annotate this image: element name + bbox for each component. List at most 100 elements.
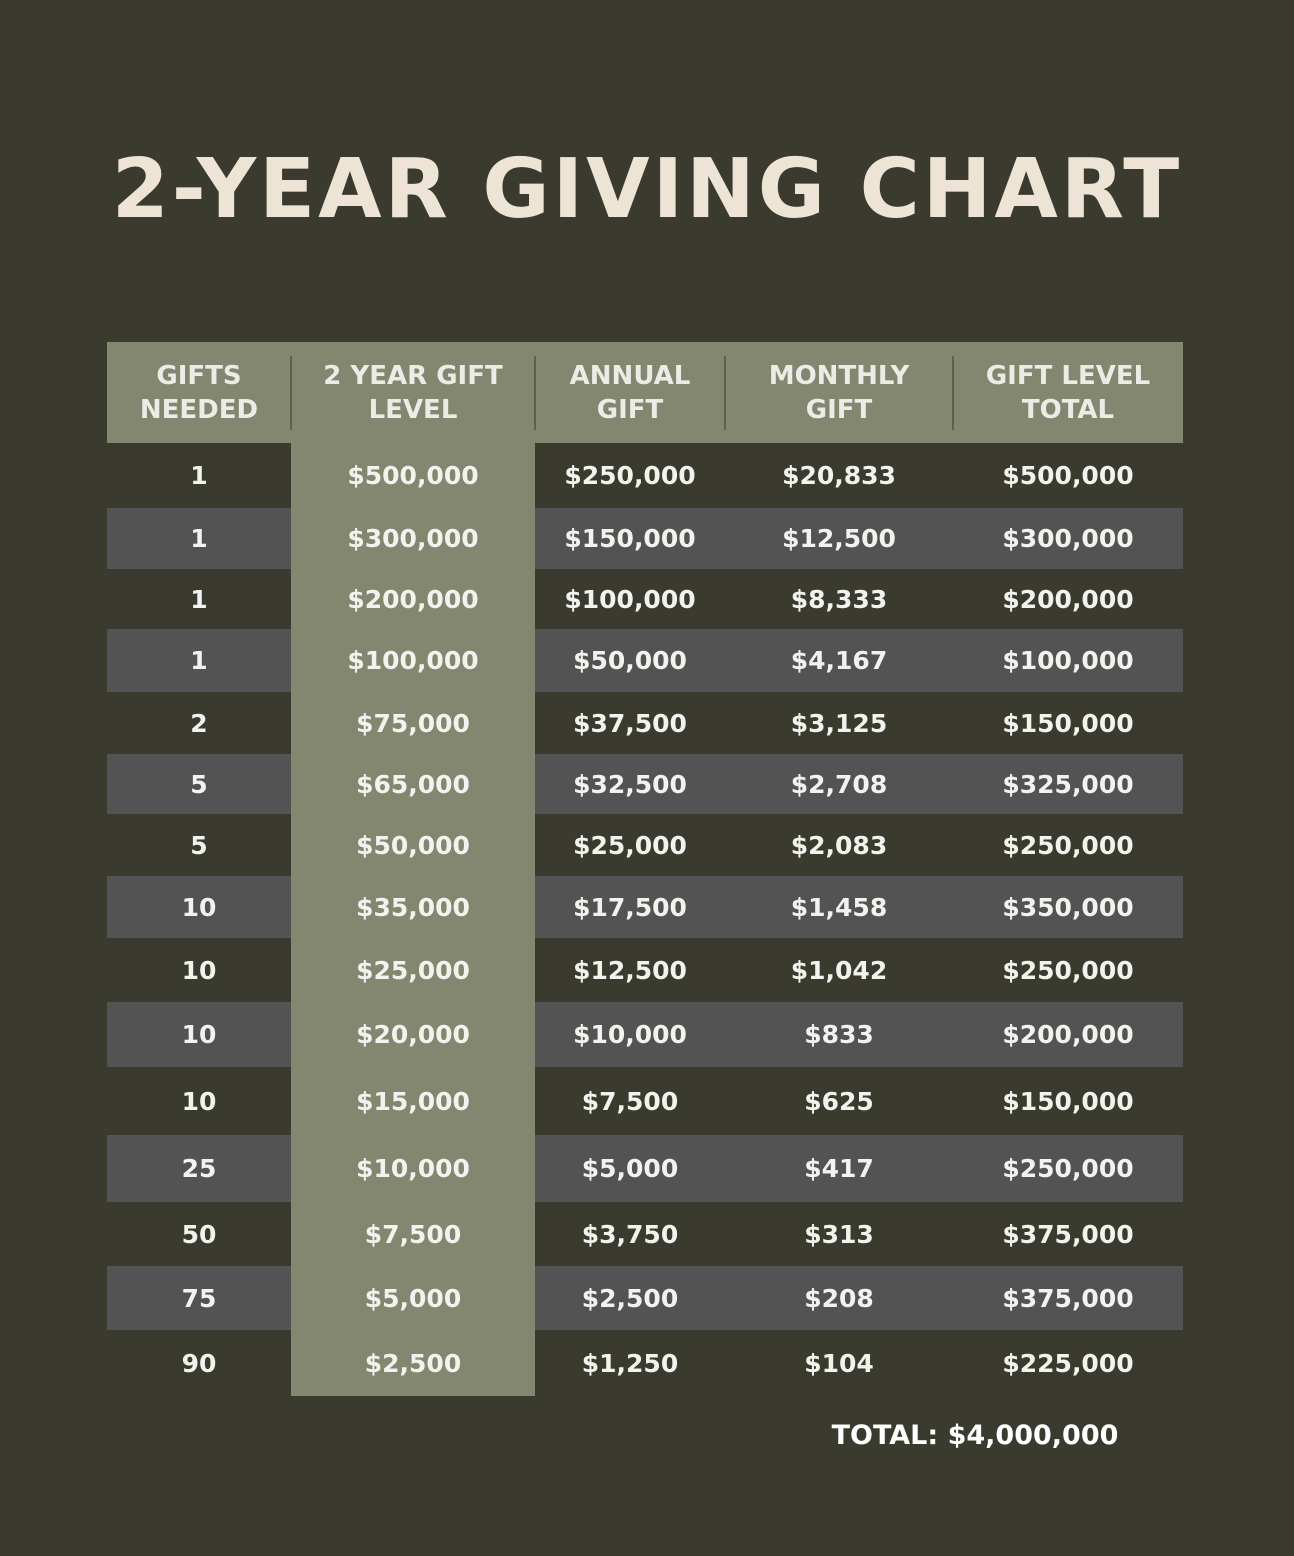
row-stripe	[107, 876, 291, 938]
header-divider	[534, 356, 536, 430]
table-row: 50 $7,500 $3,750 $313 $375,000	[107, 1202, 1183, 1266]
row-stripe	[535, 508, 1183, 569]
cell-monthly-gift: $104	[804, 1348, 874, 1378]
cell-gift-level-total: $500,000	[1002, 461, 1134, 490]
header-divider	[290, 356, 292, 430]
cell-two-year-gift-level: $7,500	[364, 1219, 462, 1249]
cell-gift-level-total: $200,000	[1002, 584, 1134, 614]
cell-annual-gift: $250,000	[564, 461, 696, 490]
giving-table: GIFTS NEEDED 2 YEAR GIFT LEVEL ANNUAL GIFT…	[107, 342, 1183, 1398]
cell-two-year-gift-level: $2,500	[364, 1348, 462, 1378]
row-stripe	[107, 629, 291, 692]
cell-monthly-gift: $1,458	[790, 892, 888, 922]
cell-annual-gift: $25,000	[573, 830, 687, 860]
table-row: 10 $25,000 $12,500 $1,042 $250,000	[107, 938, 1183, 1002]
table-row: 10 $20,000 $10,000 $833 $200,000	[107, 1002, 1183, 1067]
cell-gifts-needed: 50	[181, 1219, 217, 1249]
cell-gift-level-total: $300,000	[1002, 524, 1134, 553]
cell-two-year-gift-level: $15,000	[356, 1086, 470, 1116]
cell-two-year-gift-level: $75,000	[356, 708, 470, 738]
cell-gift-level-total: $200,000	[1002, 1020, 1134, 1049]
cell-monthly-gift: $1,042	[790, 955, 888, 985]
cell-gifts-needed: 1	[190, 461, 208, 490]
header-divider	[952, 356, 954, 430]
header-gift-level-total: GIFT LEVEL TOTAL	[985, 360, 1151, 425]
cell-monthly-gift: $20,833	[782, 461, 896, 490]
cell-annual-gift: $2,500	[581, 1283, 679, 1313]
cell-annual-gift: $150,000	[564, 524, 696, 553]
cell-monthly-gift: $833	[804, 1020, 874, 1049]
cell-gifts-needed: 90	[181, 1348, 217, 1378]
cell-annual-gift: $50,000	[573, 646, 687, 675]
cell-gifts-needed: 1	[190, 646, 208, 675]
table-row: 5 $50,000 $25,000 $2,083 $250,000	[107, 814, 1183, 876]
row-stripe	[535, 1266, 1183, 1330]
cell-gifts-needed: 2	[190, 708, 208, 738]
cell-monthly-gift: $417	[804, 1154, 874, 1183]
cell-monthly-gift: $2,083	[790, 830, 888, 860]
cell-monthly-gift: $313	[804, 1219, 874, 1249]
cell-monthly-gift: $2,708	[790, 769, 888, 799]
table-row: 75 $5,000 $2,500 $208 $375,000	[107, 1266, 1183, 1330]
cell-gifts-needed: 75	[181, 1283, 217, 1313]
cell-monthly-gift: $12,500	[782, 524, 896, 553]
cell-gift-level-total: $250,000	[1002, 955, 1134, 985]
row-stripe	[535, 1135, 1183, 1202]
cell-monthly-gift: $8,333	[790, 584, 888, 614]
cell-monthly-gift: $3,125	[790, 708, 888, 738]
cell-two-year-gift-level: $300,000	[347, 524, 479, 553]
table-row: 1 $100,000 $50,000 $4,167 $100,000	[107, 629, 1183, 692]
cell-gift-level-total: $325,000	[1002, 769, 1134, 799]
row-stripe	[535, 1002, 1183, 1067]
header-gifts-needed: GIFTS NEEDED	[139, 360, 259, 425]
cell-annual-gift: $100,000	[564, 584, 696, 614]
cell-annual-gift: $37,500	[573, 708, 687, 738]
gift-level-column-highlight	[291, 342, 535, 1396]
cell-two-year-gift-level: $20,000	[356, 1020, 470, 1049]
row-stripe	[535, 754, 1183, 814]
cell-two-year-gift-level: $200,000	[347, 584, 479, 614]
cell-gift-level-total: $150,000	[1002, 1086, 1134, 1116]
table-row: 1 $500,000 $250,000 $20,833 $500,000	[107, 443, 1183, 508]
cell-gift-level-total: $250,000	[1002, 830, 1134, 860]
row-stripe	[107, 754, 291, 814]
cell-gifts-needed: 5	[190, 769, 208, 799]
cell-gifts-needed: 10	[181, 892, 217, 922]
table-row: 5 $65,000 $32,500 $2,708 $325,000	[107, 754, 1183, 814]
cell-annual-gift: $3,750	[581, 1219, 679, 1249]
table-row: 1 $300,000 $150,000 $12,500 $300,000	[107, 508, 1183, 569]
cell-annual-gift: $5,000	[581, 1154, 679, 1183]
table-row: 90 $2,500 $1,250 $104 $225,000	[107, 1330, 1183, 1396]
grand-total: TOTAL: $4,000,000	[831, 1420, 1119, 1451]
table-header: GIFTS NEEDED 2 YEAR GIFT LEVEL ANNUAL GIFT…	[107, 342, 1183, 443]
cell-annual-gift: $17,500	[573, 892, 687, 922]
cell-gift-level-total: $150,000	[1002, 708, 1134, 738]
cell-gift-level-total: $250,000	[1002, 1154, 1134, 1183]
cell-annual-gift: $1,250	[581, 1348, 679, 1378]
cell-gifts-needed: 1	[190, 524, 208, 553]
cell-two-year-gift-level: $35,000	[356, 892, 470, 922]
table-row: 25 $10,000 $5,000 $417 $250,000	[107, 1135, 1183, 1202]
row-stripe	[535, 629, 1183, 692]
header-divider	[724, 356, 726, 430]
cell-gifts-needed: 10	[181, 1020, 217, 1049]
cell-annual-gift: $10,000	[573, 1020, 687, 1049]
cell-gifts-needed: 25	[181, 1154, 217, 1183]
row-stripe	[535, 876, 1183, 938]
cell-gifts-needed: 5	[190, 830, 208, 860]
cell-gift-level-total: $350,000	[1002, 892, 1134, 922]
cell-gift-level-total: $375,000	[1002, 1219, 1134, 1249]
table-row: 10 $35,000 $17,500 $1,458 $350,000	[107, 876, 1183, 938]
row-stripe	[107, 1002, 291, 1067]
cell-two-year-gift-level: $5,000	[364, 1283, 462, 1313]
cell-annual-gift: $32,500	[573, 769, 687, 799]
table-row: 2 $75,000 $37,500 $3,125 $150,000	[107, 692, 1183, 754]
cell-monthly-gift: $625	[804, 1086, 874, 1116]
cell-two-year-gift-level: $100,000	[347, 646, 479, 675]
cell-gift-level-total: $100,000	[1002, 646, 1134, 675]
cell-gift-level-total: $375,000	[1002, 1283, 1134, 1313]
cell-monthly-gift: $208	[804, 1283, 874, 1313]
row-stripe	[107, 1266, 291, 1330]
header-two-year-gift-level: 2 YEAR GIFT LEVEL	[323, 360, 503, 425]
cell-gift-level-total: $225,000	[1002, 1348, 1134, 1378]
